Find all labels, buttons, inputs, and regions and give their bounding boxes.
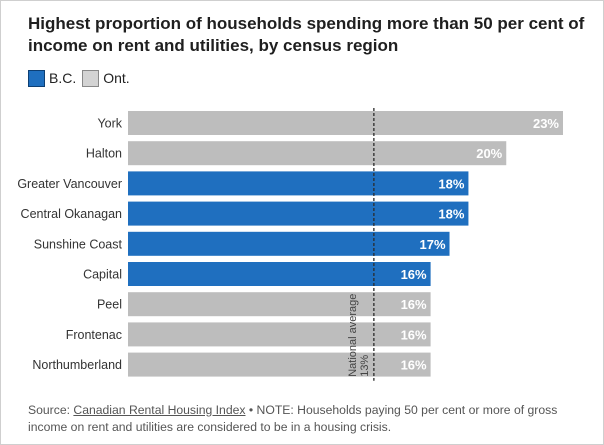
chart-title: Highest proportion of households spendin… <box>28 14 585 55</box>
value-label-capital: 16% <box>401 267 427 282</box>
national-average-label: National average <box>347 294 359 377</box>
value-label-northumberland: 16% <box>401 358 427 373</box>
category-label-sunshine-coast: Sunshine Coast <box>34 237 123 251</box>
category-label-capital: Capital <box>83 268 122 282</box>
legend: B.C. Ont. <box>28 68 136 88</box>
bar-greater-vancouver <box>128 171 469 196</box>
value-label-peel: 16% <box>401 297 427 312</box>
bar-chart: York 23% Halton 20% Greater Vancouver 18% Cent… <box>17 108 563 381</box>
source-note-text: • NOTE: Households paying 50 per cent or… <box>28 403 558 434</box>
bar-peel <box>128 292 431 317</box>
bar-northumberland <box>128 352 431 377</box>
value-label-halton: 20% <box>476 146 502 161</box>
category-label-york: York <box>97 117 122 131</box>
value-label-york: 23% <box>533 116 559 131</box>
bar-central-okanagan <box>128 201 469 226</box>
value-label-frontenac: 16% <box>401 327 427 342</box>
value-label-greater-vancouver: 18% <box>438 176 464 191</box>
category-label-northumberland: Northumberland <box>32 358 122 372</box>
legend-item-bc: B.C. <box>28 69 77 87</box>
legend-label-ont: Ont. <box>103 70 130 86</box>
category-label-greater-vancouver: Greater Vancouver <box>17 177 122 191</box>
bar-halton <box>128 141 507 166</box>
bar-frontenac <box>128 322 431 347</box>
value-label-sunshine-coast: 17% <box>419 237 445 252</box>
source-link[interactable]: Canadian Rental Housing Index <box>73 403 246 417</box>
bar-capital <box>128 262 431 286</box>
category-label-frontenac: Frontenac <box>66 328 122 342</box>
legend-item-ont: Ont. <box>82 69 130 87</box>
bar-sunshine-coast <box>128 231 450 256</box>
category-label-halton: Halton <box>86 147 122 161</box>
bar-york <box>128 111 563 135</box>
legend-swatch-ont <box>82 69 100 87</box>
source-prefix: Source: <box>28 403 74 417</box>
value-label-central-okanagan: 18% <box>438 207 464 222</box>
national-average-value: 13% <box>359 355 371 377</box>
source-note: Source: Canadian Rental Housing Index • … <box>28 402 594 436</box>
legend-swatch-bc <box>28 69 45 87</box>
category-label-peel: Peel <box>97 298 122 312</box>
category-label-central-okanagan: Central Okanagan <box>21 207 123 221</box>
legend-label-bc: B.C. <box>49 70 77 86</box>
